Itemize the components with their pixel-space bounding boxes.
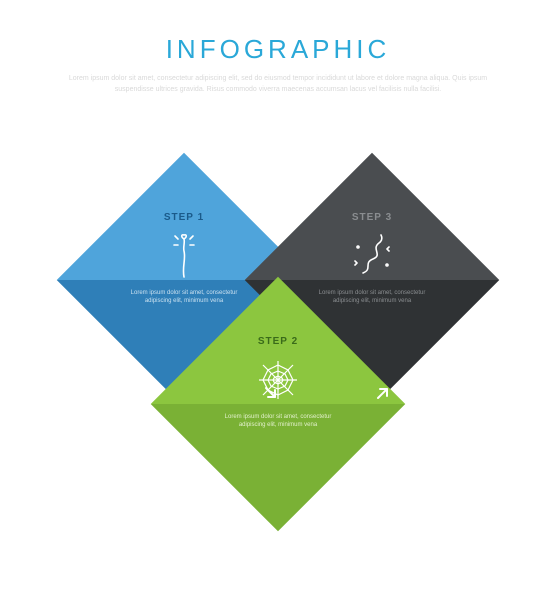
step-label: Step 3 (352, 212, 392, 223)
step-label: Step 1 (164, 212, 204, 223)
diamond-step-2: Step 2 Lorem ipsum dolor sit amet, conse… (151, 277, 406, 532)
magic-staff-icon (161, 233, 207, 279)
arrow-down-right-icon (260, 382, 282, 404)
arrow-up-right-icon (372, 382, 394, 404)
step-label: Step 2 (258, 336, 298, 347)
diamond-inner: Step 2 Lorem ipsum dolor sit amet, conse… (188, 314, 368, 494)
intro-text: Lorem ipsum dolor sit amet, consectetur … (60, 74, 496, 95)
page-title: Infographic (166, 34, 391, 65)
step-desc: Lorem ipsum dolor sit amet, consectetur … (223, 413, 333, 430)
step-desc: Lorem ipsum dolor sit amet, consectetur … (129, 289, 239, 306)
magic-fog-icon (349, 233, 395, 279)
infographic-diagram: Step 1 Lorem ipsum dolor sit amet, conse… (78, 190, 478, 590)
step-desc: Lorem ipsum dolor sit amet, consectetur … (317, 289, 427, 306)
